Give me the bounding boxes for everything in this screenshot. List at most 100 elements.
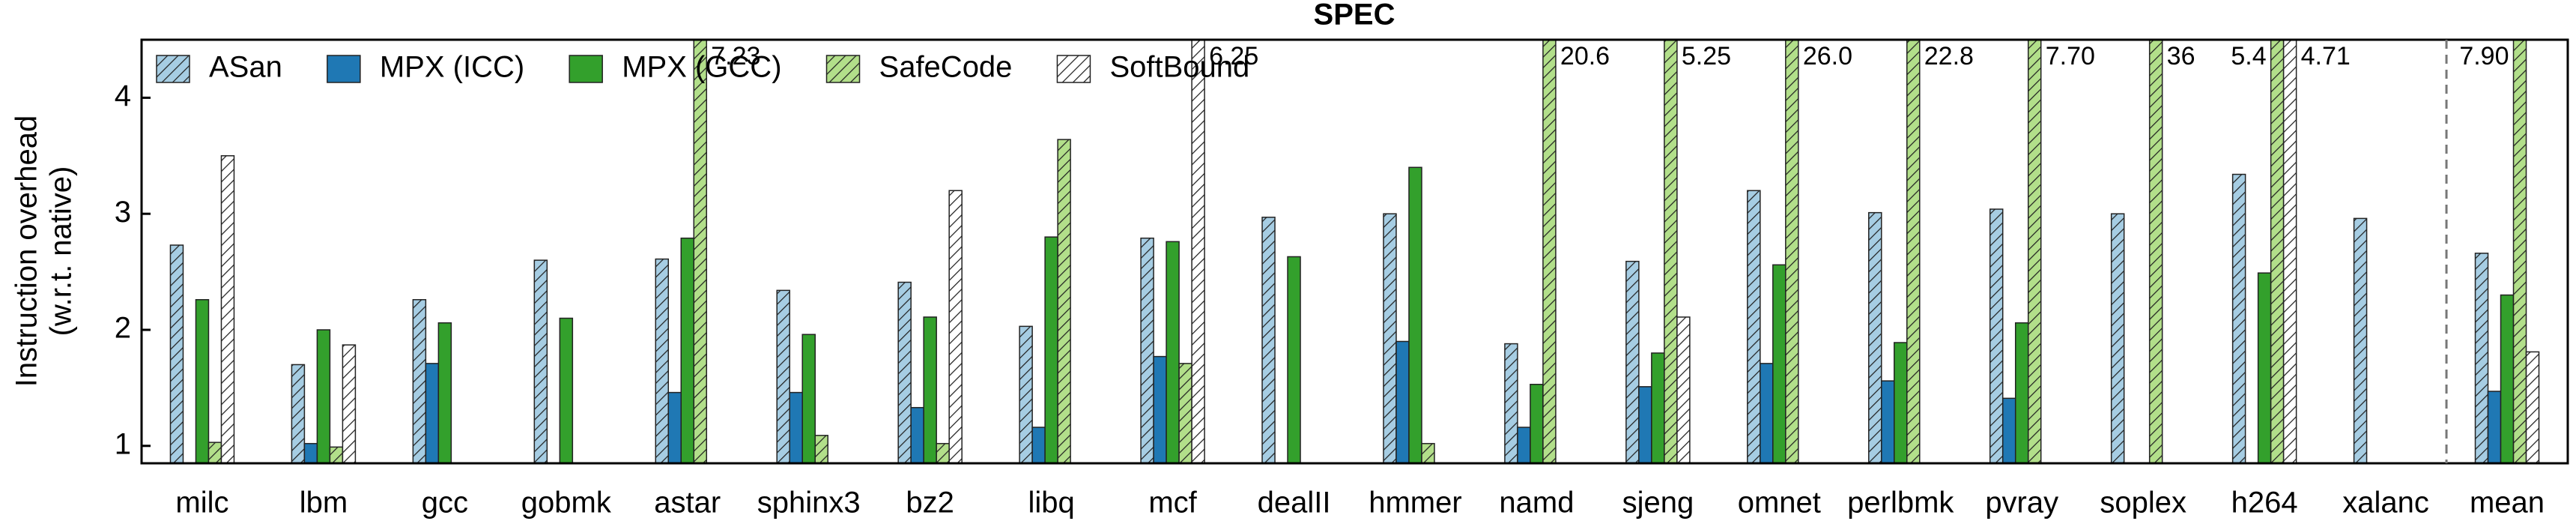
bar — [2270, 40, 2285, 463]
bar — [655, 258, 670, 463]
bar — [2282, 40, 2297, 463]
bar — [923, 316, 937, 463]
bar — [1057, 139, 1071, 463]
value-label: 5.25 — [1682, 42, 1731, 70]
legend-label: MPX (GCC) — [622, 51, 781, 84]
value-label: 36 — [2167, 42, 2195, 70]
bar — [897, 281, 912, 463]
legend-label: ASan — [209, 51, 282, 84]
x-tick-label: pvray — [1985, 487, 2058, 520]
legend-swatch — [1056, 55, 1091, 83]
bar — [2110, 213, 2125, 463]
bar — [2525, 351, 2540, 463]
plot-area — [169, 40, 2540, 463]
legend-swatch — [156, 55, 190, 83]
bar — [1517, 427, 1531, 463]
bar — [2487, 391, 2502, 463]
x-tick-label: mcf — [1148, 487, 1197, 520]
bar — [2231, 173, 2246, 463]
x-tick-label: libq — [1028, 487, 1074, 520]
bar — [1664, 40, 1678, 463]
bar — [1772, 264, 1786, 463]
bar — [1785, 40, 1799, 463]
bar — [1421, 442, 1435, 463]
bar — [2257, 272, 2272, 463]
x-tick-label: gcc — [422, 487, 468, 520]
x-tick-label: dealII — [1258, 487, 1331, 520]
bar — [207, 442, 222, 463]
bar — [1408, 166, 1422, 463]
bar — [1989, 208, 2004, 463]
y-tick-label: 4 — [115, 79, 131, 112]
bar — [2500, 294, 2515, 463]
x-tick-label: bz2 — [906, 487, 954, 520]
bar — [1140, 237, 1154, 463]
x-tick-label: perlbmk — [1847, 487, 1954, 520]
bar — [342, 344, 357, 463]
y-tick-label: 3 — [115, 196, 131, 229]
x-tick-label: astar — [654, 487, 721, 520]
bar — [303, 442, 318, 463]
bar — [2001, 397, 2016, 463]
bar — [1178, 363, 1192, 463]
bar — [1542, 40, 1557, 463]
bar — [1031, 427, 1046, 463]
y-axis-label: (w.r.t. native) — [45, 166, 78, 337]
bar — [814, 435, 828, 463]
bar — [316, 329, 331, 463]
bar — [2014, 322, 2029, 463]
bar — [801, 334, 816, 463]
value-label: 26.0 — [1803, 42, 1852, 70]
bar — [1395, 340, 1410, 463]
x-tick-label: mean — [2470, 487, 2545, 520]
bar — [329, 446, 344, 463]
bar — [412, 298, 427, 463]
bar — [667, 391, 682, 463]
bar — [1530, 383, 1544, 463]
x-tick-label: lbm — [300, 487, 348, 520]
bar — [910, 406, 924, 463]
bar — [1166, 241, 1180, 463]
bar — [776, 289, 790, 463]
x-tick-label: hmmer — [1369, 487, 1461, 520]
legend-swatch — [825, 55, 861, 83]
bar — [693, 40, 708, 463]
bar — [948, 190, 963, 463]
bar — [1019, 325, 1033, 463]
plot-frame — [140, 38, 2569, 465]
bar — [1747, 190, 1761, 463]
bar — [1638, 386, 1652, 463]
legend-label: SafeCode — [879, 51, 1013, 84]
bar — [425, 363, 440, 463]
legend-swatch — [327, 55, 361, 83]
bar — [936, 442, 950, 463]
bar — [2512, 40, 2527, 463]
x-tick-label: xalanc — [2342, 487, 2429, 520]
bar — [533, 259, 548, 463]
x-tick-label: sphinx3 — [757, 487, 861, 520]
value-label: 4.71 — [2301, 42, 2351, 70]
bar — [2027, 40, 2042, 463]
bar — [680, 237, 695, 463]
chart-title: SPEC — [1314, 0, 1395, 31]
bar — [1153, 355, 1167, 463]
bar — [1504, 343, 1518, 463]
bar — [1894, 342, 1908, 463]
bar — [437, 322, 452, 463]
value-label: 7.90 — [2459, 42, 2509, 70]
x-tick-label: omnet — [1738, 487, 1821, 520]
bar — [1676, 316, 1691, 463]
legend-label: SoftBound — [1109, 51, 1249, 84]
bar — [559, 317, 574, 463]
bar — [195, 298, 210, 463]
bar — [1868, 211, 1882, 463]
y-tick-label: 1 — [115, 427, 131, 460]
value-label: 7.23 — [711, 42, 760, 70]
bar — [2353, 217, 2368, 463]
bar — [169, 244, 184, 463]
bar — [1760, 363, 1774, 463]
bar — [1287, 256, 1301, 463]
value-label: 6.25 — [1209, 42, 1258, 70]
bar — [1651, 352, 1665, 463]
